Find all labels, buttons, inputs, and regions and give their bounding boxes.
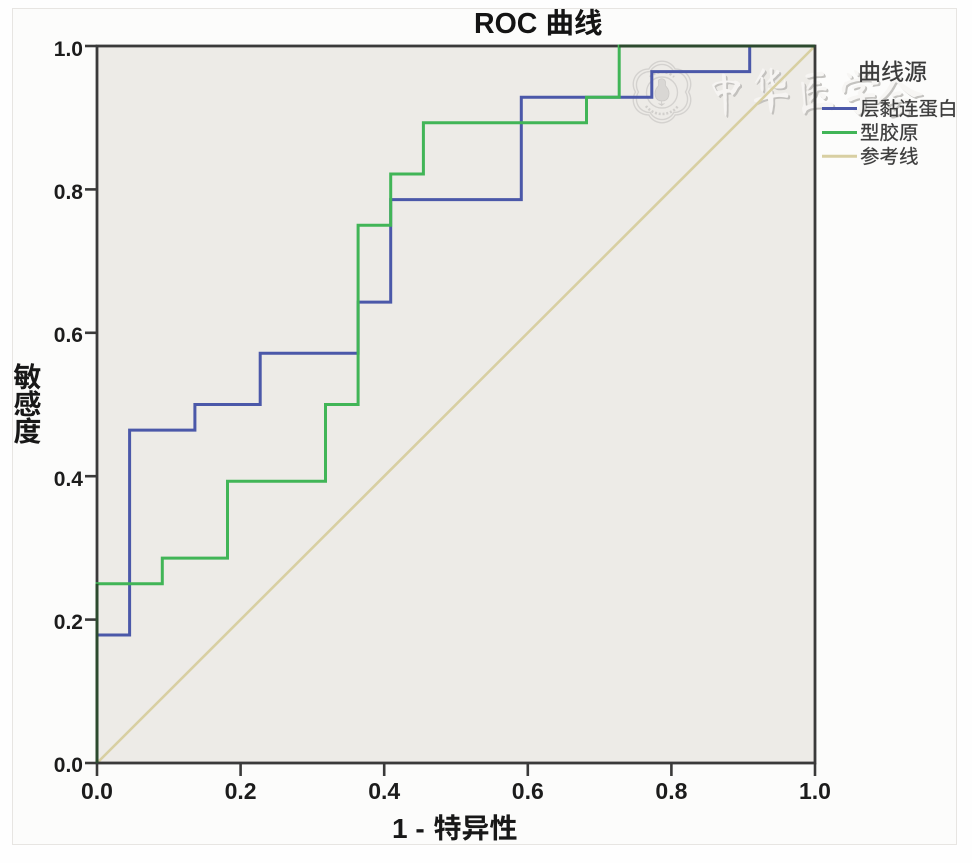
svg-text:1.0: 1.0 <box>54 38 83 61</box>
svg-text:0.2: 0.2 <box>54 611 83 634</box>
svg-text:0.6: 0.6 <box>54 324 83 347</box>
svg-text:0.0: 0.0 <box>81 778 113 804</box>
svg-text:1.0: 1.0 <box>799 778 831 804</box>
svg-text:0.8: 0.8 <box>54 181 84 204</box>
svg-text:0.4: 0.4 <box>54 468 84 491</box>
svg-text:0.8: 0.8 <box>655 778 687 804</box>
svg-text:0.0: 0.0 <box>54 754 83 777</box>
svg-text:1 -: 1 - <box>392 813 425 844</box>
svg-text:0.2: 0.2 <box>225 778 257 804</box>
svg-text:0.6: 0.6 <box>512 778 544 804</box>
svg-text:ROC: ROC <box>474 8 537 40</box>
svg-text:0.4: 0.4 <box>368 778 400 804</box>
